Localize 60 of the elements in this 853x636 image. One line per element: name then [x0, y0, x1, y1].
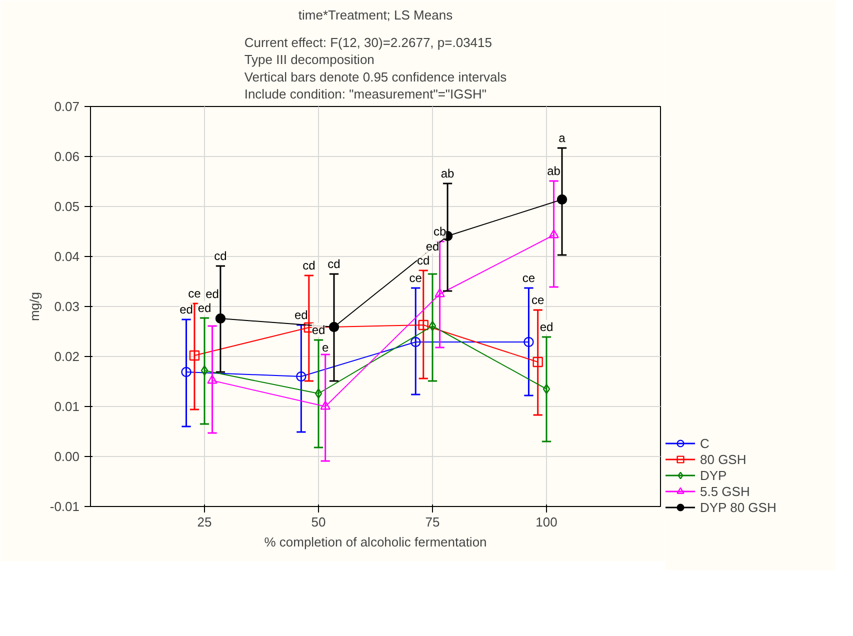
annotation: cb [433, 224, 446, 238]
point [320, 400, 330, 410]
annotation: ed [206, 287, 219, 301]
point [181, 366, 192, 378]
x-tick-label: 50 [311, 514, 326, 530]
point [207, 374, 218, 384]
annotation: ab [547, 164, 561, 178]
point [548, 229, 559, 238]
annotation: ce [188, 286, 202, 300]
legend-label: DYP 80 GSH [700, 499, 776, 515]
annotation: ed [540, 320, 554, 334]
point [189, 350, 200, 361]
annotation: ab [440, 166, 455, 180]
point [434, 288, 445, 298]
annotation: cd [328, 257, 340, 271]
point [314, 388, 322, 399]
point [532, 356, 543, 368]
x-tick-label: 25 [197, 514, 212, 530]
y-tick-label: 0.04 [54, 249, 80, 264]
x-axis-title: % completion of alcoholic fermentation [264, 534, 487, 550]
annotation: cd [214, 249, 227, 263]
annotation: ed [312, 323, 326, 337]
y-tick-label: -0.01 [50, 499, 80, 514]
chart-title: time*Treatment; LS Means [298, 8, 454, 22]
annotation: ce [522, 271, 536, 285]
y-tick-label: 0.05 [54, 199, 80, 214]
chart-subtitle: Current effect: F(12, 30)=2.2677, p=.03415 Type III decomposition Vertical bars denote 0.95 confidence intervals Include condition: "measurement"="IGSH" [244, 34, 508, 102]
annotation: ce [409, 271, 422, 285]
legend-label: C [700, 435, 710, 451]
legend-label: 80 GSH [700, 451, 746, 467]
y-tick-label: 0.03 [54, 299, 80, 314]
point [215, 313, 226, 324]
point [556, 194, 568, 205]
annotation: e [322, 340, 330, 354]
legend-label: DYP [700, 467, 727, 483]
y-tick-label: 0.02 [54, 349, 80, 364]
point [418, 320, 428, 330]
point [524, 336, 534, 348]
legend-label: 5.5 GSH [700, 483, 750, 499]
point [200, 365, 208, 376]
point [296, 371, 306, 382]
annotation: cd [417, 254, 430, 268]
annotation: ed [198, 301, 212, 315]
x-tick-label: 100 [536, 514, 558, 530]
y-tick-label: 0.01 [54, 399, 80, 414]
annotation: ed [180, 302, 193, 316]
y-tick-label: 0.06 [54, 149, 80, 164]
annotation: a [558, 131, 566, 145]
y-axis-title: mg/g [26, 292, 42, 321]
annotation: cd [302, 258, 316, 272]
point [328, 322, 340, 332]
point [542, 384, 550, 394]
x-tick-label: 75 [425, 514, 440, 530]
y-tick-label: 0.07 [54, 99, 80, 114]
point [428, 320, 436, 332]
y-tick-label: 0.00 [54, 449, 80, 464]
annotation: ce [532, 293, 544, 307]
point [410, 336, 421, 348]
annotation: ed [426, 240, 440, 254]
annotation: ed [294, 308, 308, 322]
